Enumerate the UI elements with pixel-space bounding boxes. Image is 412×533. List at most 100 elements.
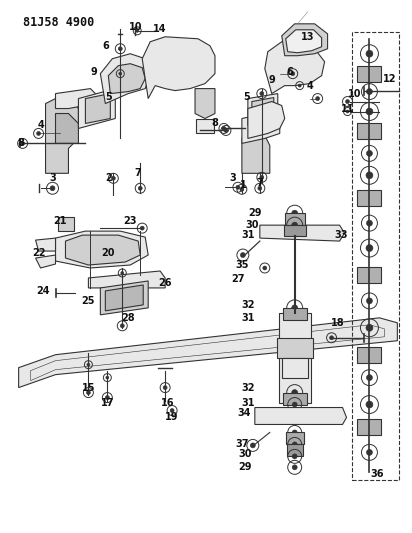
Circle shape [366, 401, 373, 408]
Circle shape [138, 186, 142, 190]
Text: 27: 27 [231, 274, 245, 284]
Text: 29: 29 [238, 462, 252, 472]
Circle shape [292, 454, 297, 459]
Polygon shape [248, 94, 278, 125]
Text: 16: 16 [162, 398, 175, 408]
Text: 15: 15 [82, 383, 95, 393]
Polygon shape [277, 338, 313, 358]
Circle shape [136, 29, 139, 33]
Circle shape [366, 220, 372, 226]
Polygon shape [285, 213, 304, 225]
Circle shape [222, 126, 226, 131]
Polygon shape [279, 313, 311, 402]
Circle shape [366, 375, 372, 381]
Text: 3: 3 [49, 173, 56, 183]
Polygon shape [282, 358, 308, 377]
Polygon shape [248, 102, 285, 139]
Polygon shape [35, 238, 56, 251]
Circle shape [121, 271, 124, 274]
Polygon shape [35, 255, 56, 268]
Text: 7: 7 [256, 178, 263, 188]
Polygon shape [358, 419, 382, 435]
Polygon shape [358, 66, 382, 82]
Text: 32: 32 [241, 383, 255, 393]
Circle shape [263, 266, 267, 270]
Circle shape [366, 150, 372, 156]
Text: 4: 4 [306, 80, 313, 91]
Polygon shape [101, 281, 148, 315]
Text: 30: 30 [238, 449, 252, 459]
Circle shape [346, 110, 349, 113]
Circle shape [106, 376, 109, 379]
Polygon shape [46, 99, 78, 173]
Circle shape [316, 96, 320, 101]
Circle shape [119, 72, 122, 75]
Polygon shape [85, 94, 110, 124]
Text: 7: 7 [135, 168, 142, 179]
Circle shape [163, 385, 167, 390]
Text: 31: 31 [241, 313, 255, 323]
Circle shape [292, 430, 297, 435]
Bar [351, 32, 399, 480]
Polygon shape [19, 318, 397, 387]
Text: 29: 29 [248, 208, 262, 218]
Polygon shape [196, 118, 214, 133]
Polygon shape [286, 432, 304, 445]
Polygon shape [265, 42, 325, 94]
Polygon shape [56, 114, 78, 143]
Circle shape [87, 363, 90, 366]
Polygon shape [78, 88, 115, 128]
Circle shape [366, 88, 372, 94]
Circle shape [50, 186, 55, 191]
Text: 10: 10 [129, 22, 142, 32]
Text: 25: 25 [82, 296, 95, 306]
Text: 81J58 4900: 81J58 4900 [23, 16, 94, 29]
Circle shape [170, 408, 174, 413]
Polygon shape [101, 54, 150, 103]
Text: 6: 6 [102, 41, 109, 51]
Circle shape [366, 245, 373, 252]
Polygon shape [260, 225, 344, 241]
Polygon shape [242, 114, 280, 143]
Text: 13: 13 [301, 32, 314, 42]
Circle shape [366, 172, 373, 179]
Text: 17: 17 [101, 398, 114, 408]
Text: 3: 3 [229, 173, 236, 183]
Polygon shape [89, 271, 165, 288]
Polygon shape [358, 267, 382, 283]
Circle shape [224, 128, 228, 133]
Text: 31: 31 [241, 398, 255, 408]
Polygon shape [56, 88, 95, 109]
Text: 5: 5 [243, 92, 250, 102]
Polygon shape [66, 235, 140, 265]
Circle shape [291, 71, 295, 76]
Text: 8: 8 [17, 139, 24, 148]
Polygon shape [59, 217, 75, 231]
Text: 4: 4 [37, 120, 44, 131]
Polygon shape [284, 225, 306, 236]
Circle shape [258, 186, 262, 190]
Circle shape [118, 47, 122, 51]
Circle shape [330, 336, 334, 340]
Circle shape [111, 176, 115, 180]
Text: 10: 10 [348, 88, 361, 99]
Polygon shape [142, 37, 215, 99]
Polygon shape [282, 24, 328, 56]
Circle shape [366, 108, 373, 115]
Text: 37: 37 [235, 439, 248, 449]
Text: 19: 19 [165, 413, 179, 423]
Circle shape [240, 187, 244, 191]
Text: 23: 23 [124, 216, 137, 226]
Text: 1: 1 [239, 180, 246, 190]
Text: 8: 8 [211, 118, 218, 128]
Text: 9: 9 [268, 75, 275, 85]
Circle shape [240, 253, 246, 257]
Circle shape [120, 324, 124, 328]
Text: 14: 14 [153, 24, 167, 34]
Circle shape [37, 132, 40, 135]
Polygon shape [358, 124, 382, 140]
Polygon shape [358, 190, 382, 206]
Circle shape [292, 402, 297, 407]
Circle shape [140, 226, 144, 230]
Polygon shape [195, 88, 215, 118]
